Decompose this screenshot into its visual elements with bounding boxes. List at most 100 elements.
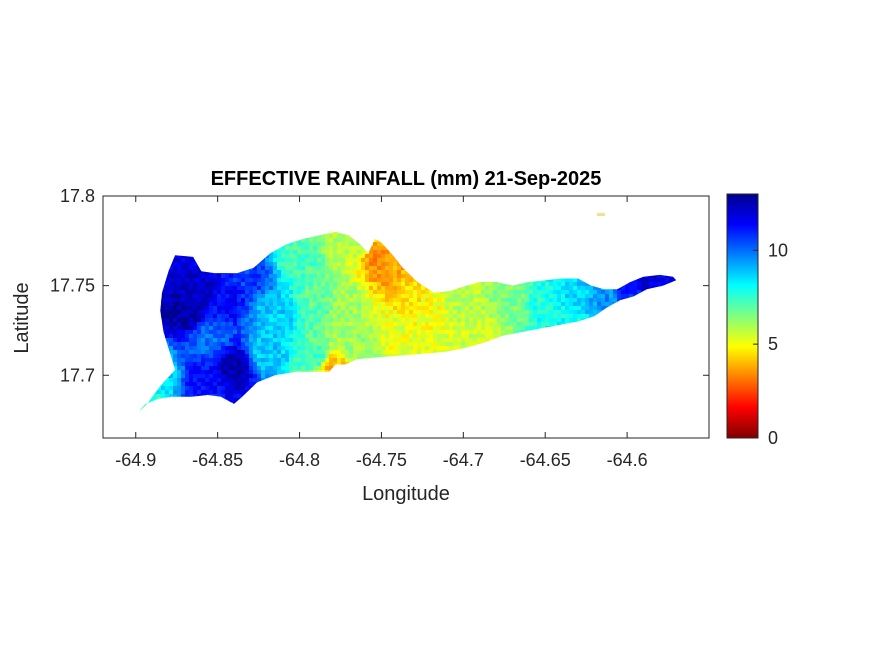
heatmap-cell bbox=[221, 290, 226, 295]
heatmap-cell bbox=[341, 322, 346, 327]
heatmap-cell bbox=[181, 310, 186, 315]
heatmap-cell bbox=[221, 282, 226, 287]
heatmap-cell bbox=[369, 270, 374, 275]
heatmap-cell bbox=[425, 322, 430, 327]
heatmap-cell bbox=[169, 326, 174, 331]
heatmap-cell bbox=[349, 258, 354, 263]
heatmap-cell bbox=[557, 322, 562, 327]
heatmap-cell bbox=[265, 286, 270, 291]
heatmap-cell bbox=[317, 278, 322, 283]
heatmap-cell bbox=[217, 286, 222, 291]
heatmap-cell bbox=[541, 318, 546, 323]
heatmap-cell bbox=[285, 330, 290, 335]
heatmap-cell bbox=[545, 278, 550, 283]
heatmap-cell bbox=[521, 322, 526, 327]
heatmap-cell bbox=[365, 290, 370, 295]
heatmap-cell bbox=[265, 258, 270, 263]
heatmap-cell bbox=[553, 286, 558, 291]
heatmap-cell bbox=[181, 298, 186, 303]
heatmap-cell bbox=[429, 326, 434, 331]
heatmap-cell bbox=[189, 346, 194, 351]
heatmap-cell bbox=[233, 322, 238, 327]
heatmap-cell bbox=[417, 282, 422, 287]
heatmap-cell bbox=[429, 322, 434, 327]
heatmap-cell bbox=[185, 262, 190, 267]
heatmap-cell bbox=[333, 302, 338, 307]
heatmap-cell bbox=[437, 338, 442, 343]
heatmap-cell bbox=[229, 274, 234, 279]
heatmap-cell bbox=[269, 274, 274, 279]
heatmap-cell bbox=[409, 298, 414, 303]
heatmap-cell bbox=[405, 338, 410, 343]
heatmap-cell bbox=[249, 338, 254, 343]
heatmap-cell bbox=[237, 306, 242, 311]
heatmap-cell bbox=[357, 338, 362, 343]
heatmap-cell bbox=[281, 274, 286, 279]
heatmap-cell bbox=[317, 314, 322, 319]
heatmap-cell bbox=[349, 242, 354, 247]
heatmap-cell bbox=[277, 330, 282, 335]
heatmap-cell bbox=[185, 274, 190, 279]
heatmap-cell bbox=[317, 302, 322, 307]
heatmap-cell bbox=[385, 278, 390, 283]
heatmap-cell bbox=[585, 290, 590, 295]
heatmap-cell bbox=[217, 282, 222, 287]
heatmap-cell bbox=[293, 242, 298, 247]
heatmap-cell bbox=[349, 278, 354, 283]
heatmap-cell bbox=[313, 294, 318, 299]
heatmap-cell bbox=[293, 298, 298, 303]
heatmap-cell bbox=[433, 318, 438, 323]
heatmap-cell bbox=[325, 262, 330, 267]
heatmap-cell bbox=[273, 342, 278, 347]
heatmap-cell bbox=[345, 346, 350, 351]
heatmap-cell bbox=[321, 270, 326, 275]
heatmap-cell bbox=[593, 298, 598, 303]
heatmap-cell bbox=[465, 326, 470, 331]
heatmap-cell bbox=[413, 282, 418, 287]
heatmap-cell bbox=[393, 282, 398, 287]
heatmap-cell bbox=[401, 286, 406, 291]
heatmap-cell bbox=[293, 302, 298, 307]
heatmap-cell bbox=[297, 274, 302, 279]
heatmap-cell bbox=[297, 278, 302, 283]
heatmap-cell bbox=[633, 282, 638, 287]
heatmap-cell bbox=[393, 290, 398, 295]
heatmap-cell bbox=[237, 330, 242, 335]
heatmap-cell bbox=[505, 318, 510, 323]
heatmap-cell bbox=[289, 338, 294, 343]
heatmap-cell bbox=[441, 290, 446, 295]
heatmap-cell bbox=[313, 250, 318, 255]
heatmap-cell bbox=[329, 274, 334, 279]
heatmap-cell bbox=[221, 286, 226, 291]
heatmap-cell bbox=[497, 314, 502, 319]
heatmap-cell bbox=[353, 318, 358, 323]
heatmap-cell bbox=[369, 282, 374, 287]
heatmap-cell bbox=[581, 306, 586, 311]
heatmap-cell bbox=[361, 322, 366, 327]
heatmap-cell bbox=[473, 286, 478, 291]
heatmap-cell bbox=[201, 290, 206, 295]
heatmap-cell bbox=[309, 330, 314, 335]
heatmap-cell bbox=[189, 294, 194, 299]
heatmap-cell bbox=[389, 310, 394, 315]
heatmap-cell bbox=[473, 290, 478, 295]
heatmap-cell bbox=[213, 282, 218, 287]
heatmap-cell bbox=[397, 294, 402, 299]
heatmap-cell bbox=[477, 334, 482, 339]
heatmap-cell bbox=[345, 314, 350, 319]
heatmap-cell bbox=[241, 310, 246, 315]
heatmap-cell bbox=[205, 346, 210, 351]
heatmap-cell bbox=[517, 302, 522, 307]
heatmap-cell bbox=[529, 322, 534, 327]
heatmap-cell bbox=[377, 286, 382, 291]
heatmap-cell bbox=[537, 298, 542, 303]
heatmap-cell bbox=[253, 294, 258, 299]
heatmap-cell bbox=[353, 246, 358, 251]
heatmap-cell bbox=[549, 314, 554, 319]
heatmap-cell bbox=[261, 314, 266, 319]
heatmap-cell bbox=[497, 294, 502, 299]
heatmap-cell bbox=[213, 278, 218, 283]
heatmap-cell bbox=[565, 306, 570, 311]
heatmap-cell bbox=[341, 318, 346, 323]
heatmap-cell bbox=[589, 314, 594, 319]
